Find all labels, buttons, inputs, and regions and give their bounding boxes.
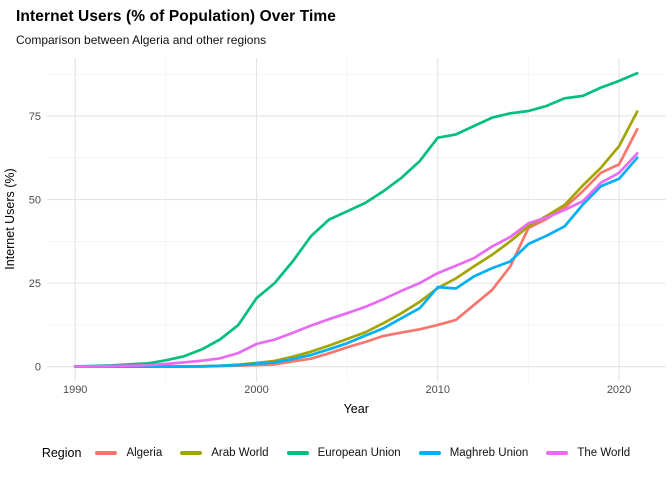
series-line-arab-world	[73, 110, 639, 369]
legend-swatch-icon	[546, 451, 569, 455]
plot-area: 0 25 50 75 1990 2000 2010 2020 Year Internet User…	[3, 58, 666, 416]
legend-label: The World	[577, 447, 631, 459]
series-line-european-union	[73, 71, 639, 368]
y-axis-title: Internet Users (%)	[3, 168, 17, 269]
legend-item-the-world: The World	[546, 447, 630, 459]
legend-label: European Union	[317, 447, 401, 459]
x-tick-label: 1990	[63, 384, 87, 396]
chart-subtitle: Comparison between Algeria and other reg…	[16, 33, 267, 47]
legend-item-algeria: Algeria	[95, 447, 162, 459]
y-tick-label: 25	[29, 278, 41, 290]
legend-label: Arab World	[211, 447, 269, 459]
chart-title: Internet Users (% of Population) Over Ti…	[16, 8, 336, 25]
x-axis-title: Year	[344, 402, 369, 416]
series-line-maghreb-union	[73, 156, 639, 369]
y-tick-label: 50	[29, 195, 41, 207]
legend-swatch-icon	[286, 451, 309, 455]
x-tick-label: 2020	[607, 384, 631, 396]
legend-item-european-union: European Union	[286, 447, 401, 459]
legend-title: Region	[41, 446, 82, 460]
y-tick-label: 0	[35, 362, 41, 374]
series-line-algeria	[73, 127, 639, 369]
legend-swatch-icon	[180, 451, 203, 455]
legend: Region Algeria Arab World European Union Ma…	[0, 442, 672, 464]
legend-label: Algeria	[126, 447, 163, 459]
legend-item-arab-world: Arab World	[180, 447, 269, 459]
y-tick-label: 75	[29, 111, 41, 123]
legend-label: Maghreb Union	[449, 447, 529, 459]
legend-item-maghreb-union: Maghreb Union	[418, 447, 529, 459]
legend-swatch-icon	[418, 451, 441, 455]
legend-swatch-icon	[95, 451, 118, 455]
series-line-the-world	[73, 152, 639, 368]
x-tick-label: 2010	[426, 384, 450, 396]
x-tick-label: 2000	[244, 384, 268, 396]
